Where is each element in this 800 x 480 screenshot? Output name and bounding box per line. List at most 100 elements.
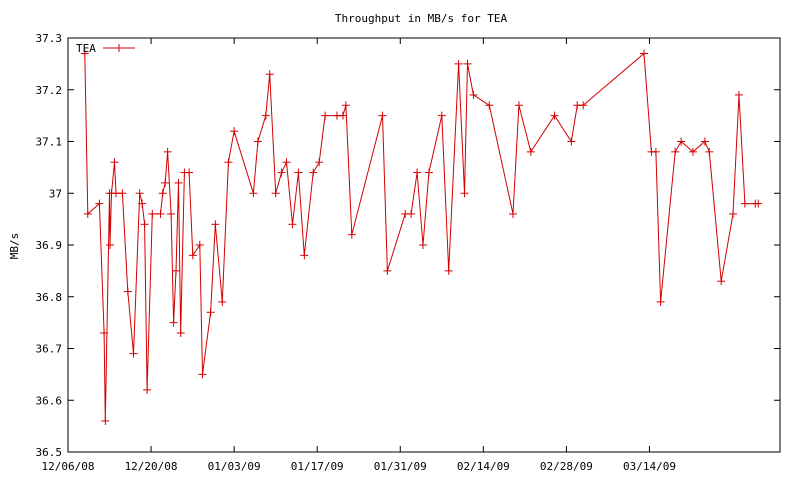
data-point (161, 178, 170, 187)
data-point (230, 127, 239, 136)
x-tick-label: 01/31/09 (374, 460, 427, 473)
data-point (174, 178, 183, 187)
y-tick-label: 36.5 (36, 446, 63, 459)
y-axis-label: MB/s (8, 233, 21, 260)
data-point (80, 49, 89, 58)
data-point (294, 168, 303, 177)
data-point (277, 168, 286, 177)
data-point (195, 241, 204, 249)
data-point (211, 220, 220, 229)
data-point (509, 209, 517, 218)
data-point (407, 209, 416, 218)
data-point (754, 199, 763, 208)
data-point (671, 147, 680, 156)
y-axis: 36.5 36.6 36.7 36.8 36.9 37 37.1 37.2 37.3 (36, 32, 780, 459)
x-tick-label: 12/06/08 (42, 460, 95, 473)
data-point (729, 209, 738, 218)
legend-swatch (103, 44, 135, 52)
data-point (158, 189, 167, 198)
data-point (413, 168, 422, 177)
y-tick-label: 37 (49, 187, 62, 200)
y-tick-label: 36.9 (36, 239, 63, 252)
y-tick-label: 36.7 (36, 343, 63, 356)
data-point (188, 251, 197, 260)
data-point (734, 90, 743, 99)
data-point (206, 308, 215, 317)
data-point (169, 318, 178, 327)
y-tick-label: 36.8 (36, 291, 63, 304)
chart-title: Throughput in MB/s for TEA (335, 12, 508, 25)
data-point (118, 189, 127, 198)
data-point (656, 297, 665, 306)
data-point (347, 230, 356, 239)
data-point (282, 158, 291, 167)
y-tick-label: 37.2 (36, 84, 63, 97)
data-point (567, 137, 576, 146)
legend: TEA (76, 42, 135, 55)
data-point (271, 189, 280, 198)
data-point (514, 101, 523, 110)
data-point (101, 416, 110, 425)
data-point (378, 111, 387, 120)
data-point (717, 277, 726, 286)
series-line (84, 52, 759, 421)
data-point (249, 189, 258, 198)
data-point (705, 147, 714, 156)
x-tick-label: 01/17/09 (291, 460, 344, 473)
data-point (100, 328, 109, 337)
data-point (651, 147, 660, 156)
data-point (288, 220, 297, 229)
data-point (338, 111, 347, 120)
data-point (123, 287, 132, 296)
data-point (198, 370, 207, 379)
data-point (143, 385, 152, 394)
data-point (640, 49, 649, 58)
data-point (550, 111, 559, 120)
data-point (253, 137, 262, 146)
x-axis: 12/06/08 12/20/08 01/03/09 01/17/09 01/31/09… (42, 38, 676, 473)
data-point (309, 168, 318, 177)
data-point (463, 59, 472, 68)
data-point (454, 59, 463, 68)
data-point (300, 251, 309, 260)
data-point (424, 168, 433, 177)
data-point (437, 111, 446, 120)
data-point (156, 209, 165, 218)
y-tick-label: 36.6 (36, 394, 63, 407)
data-point (167, 209, 176, 218)
data-point (677, 137, 686, 146)
data-point (526, 147, 535, 156)
data-point (95, 199, 104, 208)
data-point (460, 189, 469, 198)
x-tick-label: 12/20/08 (125, 460, 178, 473)
data-point (110, 158, 119, 167)
data-point (218, 297, 227, 306)
data-point (148, 209, 157, 218)
data-point (700, 137, 709, 146)
data-point (163, 147, 172, 156)
data-point (129, 349, 138, 358)
series-tea (80, 49, 763, 425)
y-tick-label: 37.3 (36, 32, 63, 45)
data-point (83, 209, 92, 218)
data-point (185, 168, 194, 177)
data-point (740, 199, 749, 208)
data-point (485, 101, 494, 110)
data-point (341, 101, 350, 110)
data-point (469, 90, 478, 99)
x-tick-label: 01/03/09 (208, 460, 261, 473)
data-point (315, 158, 324, 167)
data-point (261, 111, 270, 120)
data-point (383, 266, 392, 275)
data-point (172, 266, 181, 275)
legend-label: TEA (76, 42, 96, 55)
data-point (140, 220, 149, 229)
data-point (444, 266, 453, 275)
data-point (321, 111, 330, 120)
data-point (135, 189, 144, 198)
x-tick-label: 03/14/09 (623, 460, 676, 473)
data-point (688, 147, 697, 156)
x-tick-label: 02/28/09 (540, 460, 593, 473)
data-point (265, 70, 274, 79)
